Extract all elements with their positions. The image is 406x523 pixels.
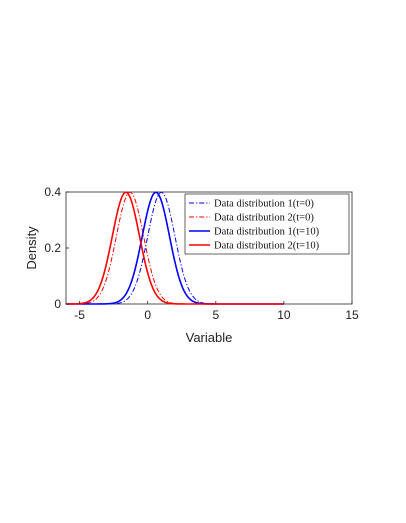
series-line-4 [66,191,284,305]
x-tick-label: 0 [144,308,151,322]
plot-area [65,191,353,305]
y-tick-label: 0.4 [44,185,61,199]
series-lines [66,191,284,305]
legend-items: Data distribution 1(t=0) Data distributio… [189,199,320,252]
legend-label: Data distribution 1(t=10) [214,227,320,238]
x-axis-label: Variable [186,330,233,345]
y-axis-label: Density [24,226,39,270]
series-line-2 [66,191,284,305]
x-tick-label: 15 [345,308,359,322]
legend: Data distribution 1(t=0) Data distributio… [184,193,350,255]
legend-label: Data distribution 1(t=0) [214,199,314,210]
y-tick-label: 0.2 [44,241,61,255]
legend-box [184,193,350,255]
y-tick-label: 0 [54,297,61,311]
x-axis-ticks: -5 0 5 10 15 [74,301,359,322]
x-tick-label: 10 [277,308,291,322]
x-tick-label: -5 [74,308,85,322]
y-axis-ticks: 0 0.2 0.4 [44,185,69,311]
x-tick-label: 5 [212,308,219,322]
legend-label: Data distribution 2(t=0) [214,213,314,224]
legend-label: Data distribution 2(t=10) [214,241,320,252]
